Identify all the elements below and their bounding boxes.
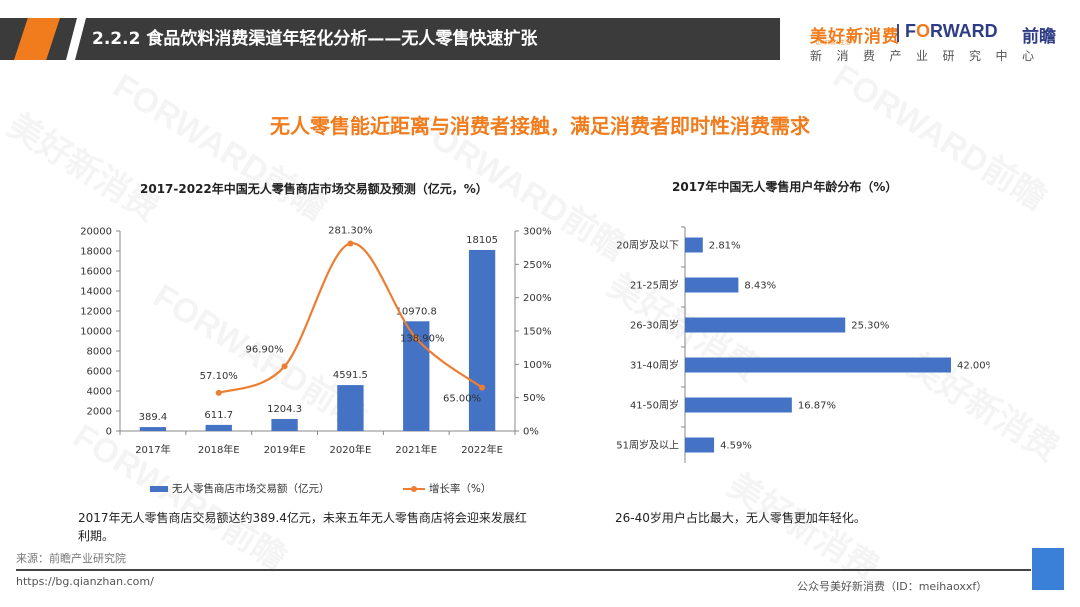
bar [139,427,167,431]
line-point [479,384,486,391]
legend-bar-swatch [150,486,168,492]
y-tick-label: 4000 [87,387,112,398]
x-tick-label: 2017年 [135,443,170,456]
bar-data-label: 389.4 [139,412,168,423]
brand-rest: RWARD [930,21,998,41]
left-chart-title: 2017-2022年中国无人零售商店市场交易额及预测（亿元，%） [140,182,488,196]
bar [685,237,703,253]
bar-data-label: 25.30% [851,321,889,332]
x-tick-label: 2022年E [461,443,503,456]
bar [685,317,846,333]
y-tick-label: 6000 [87,367,112,378]
brand-divider [897,24,899,42]
source-note: 来源：前瞻产业研究院 [16,552,126,565]
y-tick-label: 18000 [80,247,112,258]
y-tick-label: 0 [106,427,112,438]
x-tick-label: 2018年E [198,443,240,456]
bar [685,357,951,373]
y-tick-label: 20000 [80,227,112,238]
category-label: 51周岁及以上 [616,439,679,452]
bar-data-label: 611.7 [204,410,233,421]
right-description: 26-40岁用户占比最大，无人零售更加年轻化。 [615,511,866,525]
bar-data-label: 4.59% [720,441,752,452]
line-data-label: 57.10% [200,371,238,382]
line-data-label: 138.90% [400,333,445,344]
y-tick-label: 12000 [80,307,112,318]
brand-o: O [916,21,931,41]
y2-tick-label: 100% [523,360,552,371]
y2-tick-label: 50% [523,393,545,404]
legend-line-label: 增长率（%） [428,483,492,495]
left-chart: 0 2000 4000 6000 8000 10000 12000 14000 16000 180… [80,225,552,456]
x-tick-label: 2020年E [330,443,372,456]
y2-tick-label: 200% [523,293,552,304]
source-url[interactable]: https://bg.qianzhan.com/ [16,575,154,588]
line-point [281,363,288,370]
bar-data-label: 42.00% [957,361,990,372]
bar-data-label: 1204.3 [267,404,302,415]
bar [337,385,364,431]
brand-tagline: 新消费产业研究中心 [810,49,1049,63]
bar [685,397,792,413]
line-point [413,335,420,342]
y2-tick-label: 0% [523,427,539,438]
x-tick-label: 2021年E [395,443,437,456]
bar-data-label: 16.87% [798,401,836,412]
bar [271,418,298,431]
footer-accent [1032,548,1064,590]
brand-logo-sub: 让美好融入生活 [815,40,851,46]
left-description: 2017年无人零售商店交易额达约389.4亿元，未来五年无人零售商店将会迎来发展… [78,511,527,543]
bar [468,249,496,431]
y2-tick-label: 150% [523,327,552,338]
legend-bar-label: 无人零售商店市场交易额（亿元） [172,483,330,495]
y-tick-label: 16000 [80,267,112,278]
line-point [215,389,222,396]
category-label: 31-40周岁 [630,359,679,372]
wechat-id: 公众号美好新消费（ID：meihaoxxf） [797,580,988,593]
y2-tick-label: 250% [523,260,552,271]
brand-logo-en: FORWARD [905,21,998,42]
category-label: 26-30周岁 [630,319,679,332]
right-chart-title: 2017年中国无人零售用户年龄分布（%） [672,180,898,194]
bar-data-label: 8.43% [744,281,776,292]
y-tick-label: 14000 [80,287,112,298]
page-title: 2.2.2 食品饮料消费渠道年轻化分析——无人零售快速扩张 [92,29,538,49]
bar-data-label: 2.81% [709,241,741,252]
brand-f: F [905,21,916,41]
header-band [0,18,780,60]
bar [685,277,739,293]
bar [685,437,715,453]
category-label: 21-25周岁 [630,279,679,292]
brand-logo-cn: 美好新消费 [810,27,900,47]
left-chart-legend: 无人零售商店市场交易额（亿元） 增长率（%） [150,481,491,496]
bar-data-label: 10970.8 [396,306,437,317]
y2-tick-label: 300% [523,227,552,238]
bar [205,424,232,431]
category-label: 41-50周岁 [630,399,679,412]
y-tick-label: 8000 [87,347,112,358]
footer-divider [16,569,1031,571]
right-chart: 20周岁及以下 2.81% 21-25周岁 8.43% 26-30周岁 25.30% 31-… [616,226,990,463]
brand-logo-en-cn: 前瞻 [1022,27,1056,47]
line-data-label: 65.00% [443,394,481,405]
line-point [347,240,354,247]
y-tick-label: 2000 [87,407,112,418]
category-label: 20周岁及以下 [616,239,679,252]
headline: 无人零售能近距离与消费者接触，满足消费者即时性消费需求 [270,114,810,138]
x-tick-label: 2019年E [264,443,306,456]
line-data-label: 96.90% [246,344,284,355]
y-tick-label: 10000 [80,327,112,338]
bar-data-label: 18105 [466,235,498,246]
line-data-label: 281.30% [328,225,373,236]
legend-line-swatch [402,486,425,492]
bar-data-label: 4591.5 [333,370,368,381]
